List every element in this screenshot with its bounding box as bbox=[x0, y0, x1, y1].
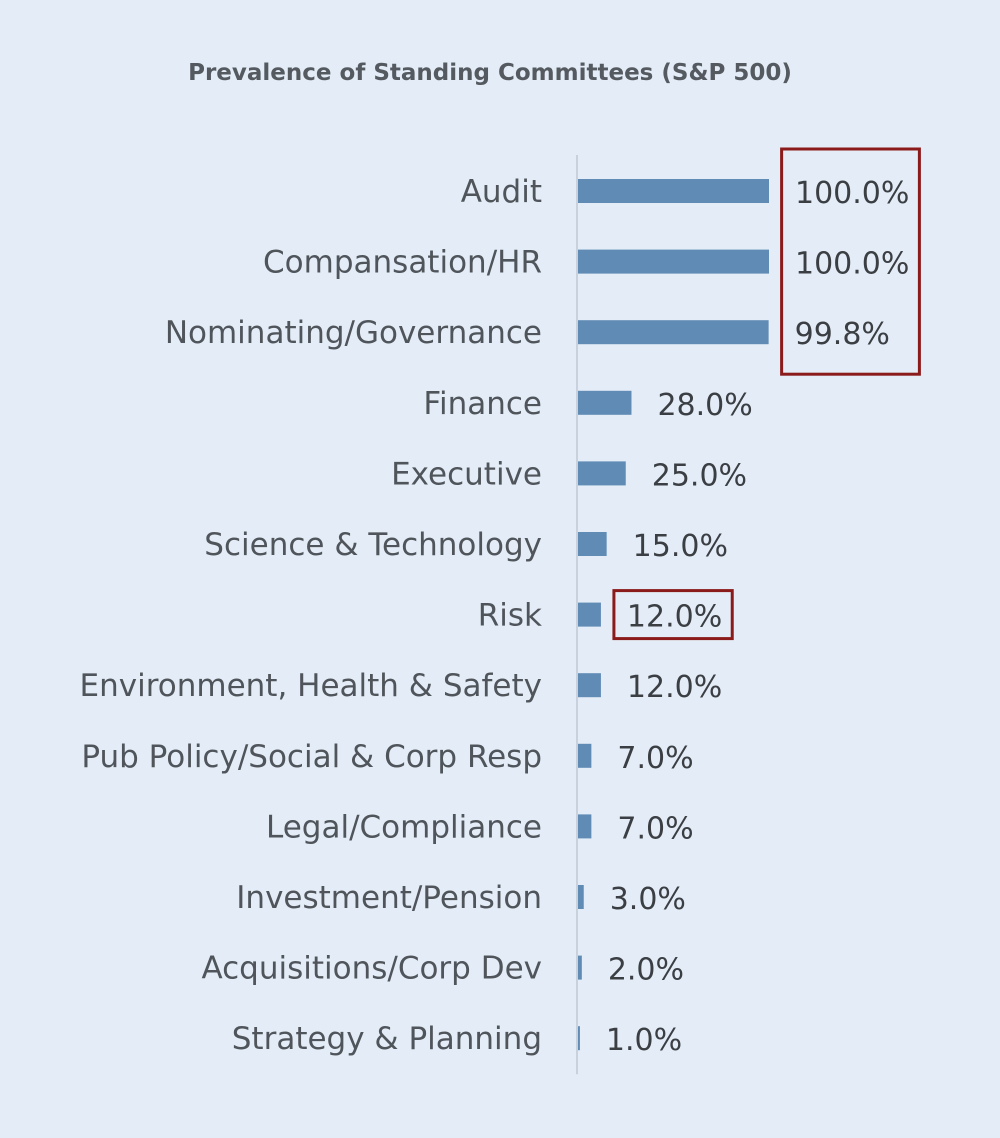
data-label: 12.0% bbox=[627, 670, 722, 705]
category-label: Science & Technology bbox=[204, 527, 542, 563]
category-label: Audit bbox=[461, 174, 542, 210]
highlight-box bbox=[612, 589, 734, 641]
bar bbox=[578, 602, 601, 627]
category-label: Legal/Compliance bbox=[266, 809, 542, 845]
category-label: Environment, Health & Safety bbox=[80, 668, 543, 704]
category-label: Strategy & Planning bbox=[232, 1021, 542, 1057]
bar bbox=[578, 179, 769, 203]
data-label: 1.0% bbox=[606, 1023, 682, 1058]
category-label: Risk bbox=[478, 598, 542, 634]
category-label: Pub Policy/Social & Corp Resp bbox=[81, 739, 542, 775]
highlight-box bbox=[780, 147, 921, 376]
value-labels: 100.0% 100.0% 99.8% 28.0% 25.0% 15.0% 12.0% 12.… bbox=[606, 176, 909, 1058]
category-label: Executive bbox=[391, 456, 542, 492]
bar bbox=[578, 955, 582, 980]
bar bbox=[578, 1026, 580, 1051]
category-label: Acquisitions/Corp Dev bbox=[201, 951, 542, 987]
bar bbox=[578, 461, 626, 486]
data-label: 100.0% bbox=[795, 247, 909, 282]
bar bbox=[578, 249, 769, 274]
data-label: 99.8% bbox=[795, 317, 890, 352]
bar bbox=[578, 885, 584, 909]
bar bbox=[578, 320, 769, 345]
bars bbox=[578, 179, 769, 1051]
category-label: Nominating/Governance bbox=[165, 315, 542, 351]
category-label: Compansation/HR bbox=[263, 245, 542, 281]
data-label: 12.0% bbox=[627, 600, 722, 635]
data-label: 7.0% bbox=[617, 811, 693, 846]
bar bbox=[578, 390, 632, 415]
data-label: 25.0% bbox=[652, 458, 747, 493]
bar bbox=[578, 814, 592, 839]
data-label: 7.0% bbox=[617, 741, 693, 776]
data-label: 3.0% bbox=[610, 882, 686, 917]
highlight-boxes bbox=[612, 147, 921, 641]
bar bbox=[578, 673, 601, 698]
data-label: 28.0% bbox=[657, 388, 752, 423]
category-label: Finance bbox=[423, 386, 542, 422]
bar bbox=[578, 532, 607, 556]
data-label: 100.0% bbox=[795, 176, 909, 211]
category-labels: Audit Compansation/HR Nominating/Governanc… bbox=[80, 174, 543, 1057]
chart-title: Prevalence of Standing Committees (S&P 5… bbox=[188, 60, 792, 86]
category-label: Investment/Pension bbox=[236, 880, 542, 916]
bar bbox=[578, 743, 592, 768]
data-label: 15.0% bbox=[633, 529, 728, 564]
data-label: 2.0% bbox=[608, 953, 684, 988]
